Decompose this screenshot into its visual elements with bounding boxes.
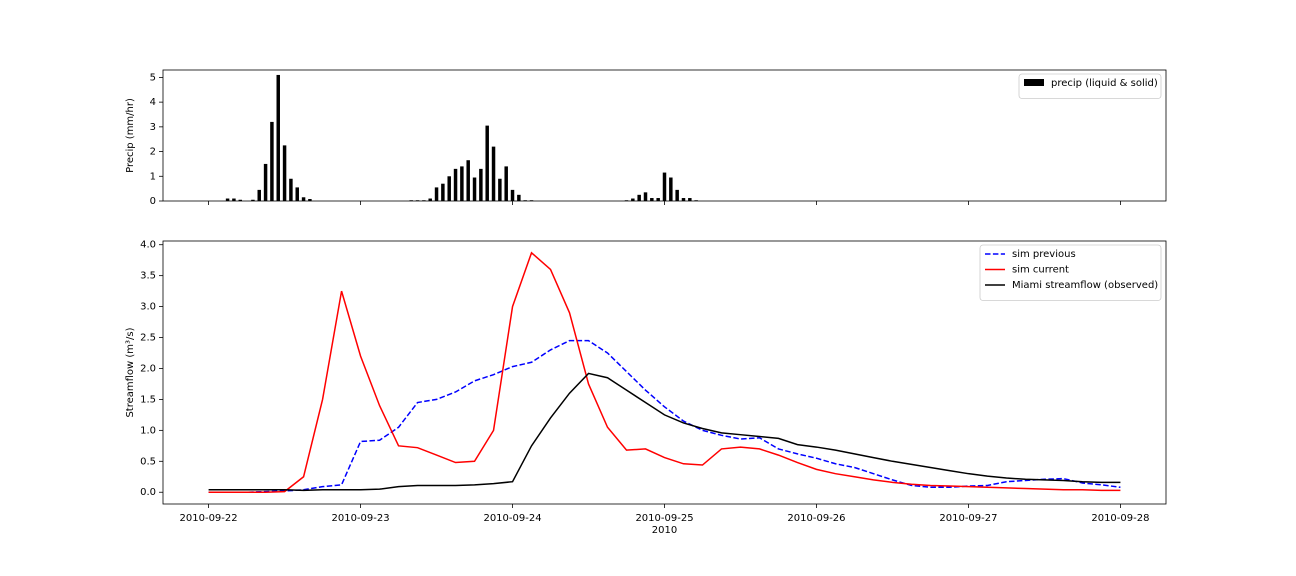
bar — [434, 187, 439, 201]
bar — [662, 172, 667, 201]
bar — [669, 177, 673, 201]
bar — [257, 189, 261, 201]
bar — [631, 198, 635, 201]
bar — [301, 197, 306, 201]
bar — [637, 194, 641, 201]
bar — [282, 145, 287, 201]
bar — [276, 74, 280, 201]
y-tick-label: 2.0 — [140, 363, 156, 374]
axes-frame — [162, 240, 1167, 505]
bar — [688, 198, 692, 201]
bar — [453, 168, 458, 201]
y-axis-label: Streamflow (m³/s) — [125, 327, 136, 417]
bar — [650, 198, 654, 201]
bar — [656, 198, 660, 201]
bar — [289, 178, 293, 201]
bar — [232, 198, 236, 201]
bar — [238, 199, 242, 201]
axes-frame — [162, 69, 1167, 202]
x-tick-label: 2010-09-27 — [939, 513, 997, 524]
line — [208, 372, 1121, 492]
x-tick-label: 2010-09-26 — [787, 513, 845, 524]
legend-label: precip (liquid & solid) — [1051, 78, 1158, 89]
x-tick-label: 2010-09-23 — [331, 513, 389, 524]
y-tick-label: 2 — [150, 147, 156, 158]
bar — [643, 192, 648, 201]
bar — [472, 177, 477, 201]
bar — [263, 163, 268, 201]
bar — [498, 178, 502, 201]
bar — [295, 187, 299, 201]
legend-box — [1018, 73, 1162, 99]
bar — [504, 166, 508, 201]
y-tick-label: 0.0 — [140, 487, 156, 498]
bar — [485, 125, 489, 201]
y-tick-label: 0.5 — [140, 456, 156, 467]
bar — [681, 198, 686, 201]
line — [208, 251, 1121, 493]
y-tick-label: 3.0 — [140, 302, 156, 313]
bar — [251, 199, 255, 201]
bar — [270, 121, 274, 201]
legend-label: Miami streamflow (observed) — [1012, 280, 1158, 291]
bar — [675, 189, 679, 201]
y-tick-label: 1.0 — [140, 425, 156, 436]
x-tick-label: 2010-09-22 — [180, 513, 238, 524]
y-tick-label: 5 — [150, 72, 156, 83]
legend-label: sim previous — [1012, 249, 1076, 260]
legend-box — [979, 244, 1162, 301]
y-tick-label: 3 — [150, 122, 156, 133]
bar — [510, 189, 515, 201]
y-tick-label: 2.5 — [140, 333, 156, 344]
y-axis-label: Precip (mm/hr) — [125, 98, 136, 173]
y-tick-label: 3.5 — [140, 271, 156, 282]
bar — [447, 176, 451, 201]
bar — [428, 198, 432, 201]
legend-label: sim current — [1012, 265, 1069, 276]
y-tick-label: 0 — [150, 196, 156, 207]
bar — [491, 146, 496, 201]
bar — [479, 168, 483, 201]
x-tick-label: 2010-09-25 — [635, 513, 693, 524]
plot-area — [208, 251, 1121, 493]
y-tick-label: 1.5 — [140, 394, 156, 405]
plot-area — [225, 74, 698, 201]
y-tick-label: 1 — [150, 171, 156, 182]
line — [208, 339, 1121, 493]
x-tick-label: 2010-09-28 — [1091, 513, 1149, 524]
legend-swatch — [1024, 79, 1044, 86]
bar — [466, 160, 470, 201]
bar — [225, 198, 230, 201]
y-tick-label: 4 — [150, 97, 156, 108]
x-axis-label: 2010 — [652, 525, 677, 536]
bar — [517, 194, 521, 201]
bar — [308, 199, 312, 201]
bar — [460, 166, 464, 201]
bar — [441, 183, 445, 201]
y-tick-label: 4.0 — [140, 240, 156, 251]
x-tick-label: 2010-09-24 — [483, 513, 541, 524]
